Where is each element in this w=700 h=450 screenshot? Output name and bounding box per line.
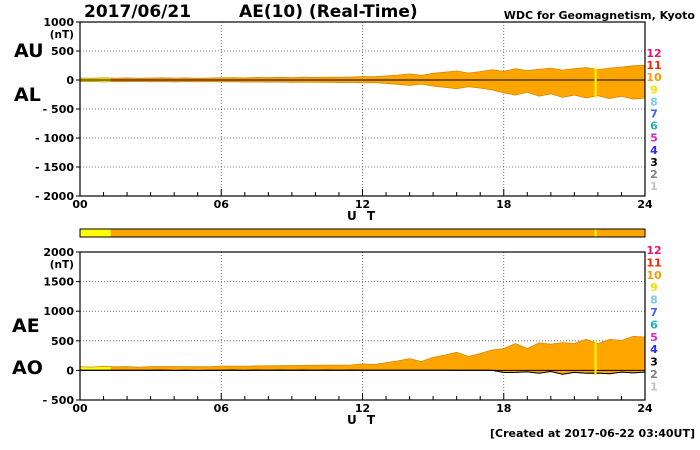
availability-bar-marker [594,229,597,237]
availability-bar-segment [80,229,111,237]
y-tick-label: 1000 [43,16,74,29]
y-tick-label: 500 [51,45,74,58]
index-label: AU [14,40,44,62]
station-number: 6 [650,318,658,331]
station-number: 10 [646,269,662,282]
x-axis-label: U T [347,413,378,427]
index-label: AE [12,315,40,337]
station-number: 8 [650,95,658,108]
station-number: 8 [650,294,658,307]
y-tick-label: - 2000 [35,190,74,203]
x-tick-label: 12 [355,198,370,211]
availability-bar-border [79,228,646,238]
unit-label: (nT) [50,29,74,41]
station-number: 4 [650,343,658,356]
unit-label: (nT) [50,259,74,271]
index-band [110,336,645,375]
plot-border [79,251,646,401]
plot-date: 2017/06/21 [84,2,192,22]
x-tick-label: 00 [72,402,88,415]
y-tick-label: 500 [51,335,74,348]
availability-bar-segment [110,229,645,237]
x-tick-label: 12 [355,402,370,415]
station-number: 4 [650,144,658,157]
plot-title: 2017/06/21 AE(10) (Real-Time) [84,2,418,22]
x-axis-label: U T [347,209,378,223]
station-number: 12 [646,244,661,257]
index-label: AO [12,357,43,379]
x-tick-label: 18 [496,198,511,211]
panel-au-al: 1000 500 0 - 500 - 1000 - 1500 - 2000 (nT) 00 06 1… [14,16,662,223]
y-tick-label: 2000 [43,246,74,259]
y-tick-label: - 1500 [35,161,74,174]
station-number: 10 [646,71,662,84]
station-number: 2 [650,368,658,381]
station-number: 7 [650,306,658,319]
station-number: 2 [650,168,658,181]
station-number: 11 [646,256,661,269]
station-number: 9 [650,83,658,96]
station-number: 5 [650,331,658,344]
created-timestamp: [Created at 2017-06-22 03:40UT] [489,427,695,440]
ao-trace [80,369,646,375]
y-tick-label: - 500 [43,103,75,116]
station-number: 3 [650,156,658,169]
station-number: 6 [650,120,658,133]
station-number: 9 [650,281,658,294]
station-number: 1 [650,180,658,193]
station-number: 12 [646,47,661,60]
station-number: 7 [650,108,658,121]
source-label: WDC for Geomagnetism, Kyoto [503,9,695,22]
station-number: 1 [650,380,658,393]
availability-bar [79,228,646,238]
y-tick-label: 0 [66,364,74,377]
x-tick-label: 24 [637,198,653,211]
y-tick-label: 0 [66,74,74,87]
x-tick-label: 06 [214,402,230,415]
y-tick-label: - 500 [43,394,75,407]
y-tick-label: - 1000 [35,132,74,145]
station-number: 5 [650,132,658,145]
y-tick-label: 1000 [43,305,74,318]
y-tick-label: 1500 [43,276,74,289]
x-tick-label: 24 [637,402,653,415]
index-label: AL [14,84,41,106]
station-number: 3 [650,356,658,369]
x-tick-label: 00 [72,198,88,211]
index-band [110,65,645,100]
x-tick-label: 18 [496,402,511,415]
station-number: 11 [646,59,661,72]
plot-title-text: AE(10) (Real-Time) [239,2,418,22]
x-tick-label: 06 [214,198,230,211]
